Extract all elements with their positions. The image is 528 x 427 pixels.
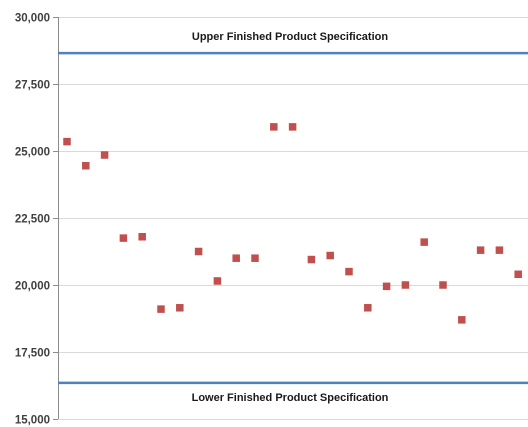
y-tick-label: 20,000 [15,281,50,293]
data-point [251,254,259,262]
data-points [63,123,522,324]
data-point [345,267,353,276]
data-point [364,304,372,312]
data-point [458,316,466,324]
y-tick-label: 15,000 [15,415,50,427]
data-point [270,123,278,131]
lower-spec-label: Lower Finished Product Specification [192,392,389,404]
gridlines [58,17,528,420]
data-point [232,254,240,262]
data-point [119,234,128,242]
y-tick-label: 30,000 [15,13,50,25]
data-point [495,246,504,254]
y-tick-label: 25,000 [15,147,50,159]
data-point [100,151,109,159]
data-point [288,123,297,131]
data-point [82,161,90,170]
data-point [213,277,222,285]
y-axis: 15,000 17,500 20,000 22,500 25,000 27,500 30,0… [15,13,59,427]
data-point [514,270,522,279]
data-point [157,305,165,313]
upper-spec-label: Upper Finished Product Specification [192,31,388,43]
data-point [194,247,203,256]
y-tick-label: 27,500 [15,80,50,92]
data-point [176,304,184,312]
specification-lines: Upper Finished Product Specification Lowe… [58,31,528,404]
data-point [401,281,410,289]
data-point [420,238,428,246]
y-tick-label: 22,500 [15,214,50,226]
data-point [307,255,316,264]
y-tick-label: 17,500 [15,348,50,360]
data-point [326,251,334,260]
data-point [138,233,146,241]
data-point [63,137,71,146]
data-point [439,281,447,289]
data-point [476,246,485,254]
data-point [382,282,391,291]
